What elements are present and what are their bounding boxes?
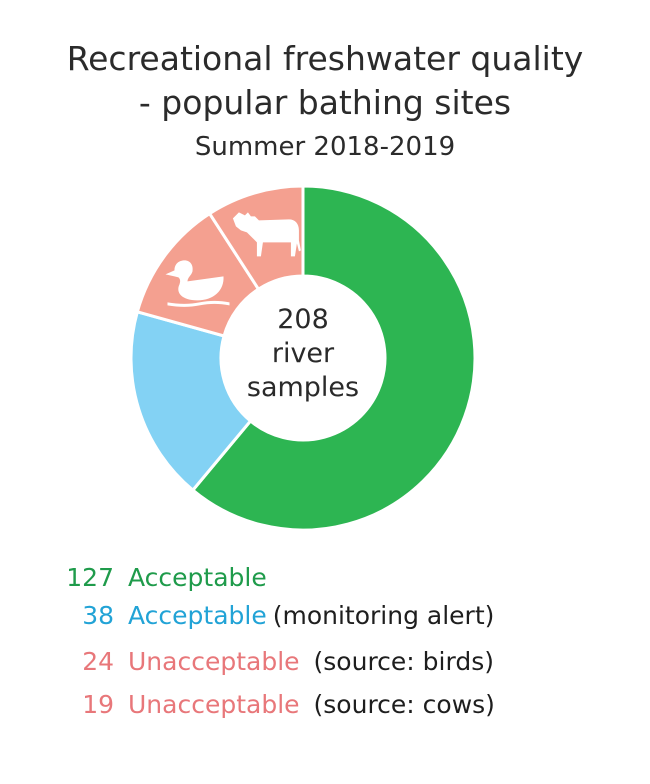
legend-label: Unacceptable [128,690,300,719]
legend-value: 19 [82,690,114,719]
chart-title-line-2: - popular bathing sites [138,83,512,122]
legend-label: Unacceptable [128,647,300,676]
legend-row: 38 Acceptable (monitoring alert) [0,598,494,634]
legend-value: 38 [82,601,114,630]
center-label-word-2: samples [247,372,359,403]
legend-row: 19 Unacceptable (source: cows) [0,687,495,723]
chart-subtitle: Summer 2018-2019 [194,132,456,162]
donut-slice [190,184,477,532]
legend-note: (source: cows) [313,690,495,719]
legend-label: Acceptable [128,563,267,592]
chart-title-line-1: Recreational freshwater quality [66,39,584,78]
center-label-word-1: river [272,338,335,369]
cow-icon [232,212,301,257]
legend-label: Acceptable [128,601,267,630]
legend-value: 127 [66,563,114,592]
legend-row: 24 Unacceptable (source: birds) [0,644,494,680]
center-label-count: 208 [277,304,329,335]
legend-note: (source: birds) [313,647,494,676]
duck-icon [165,260,230,307]
legend-note: (monitoring alert) [272,601,495,630]
legend-value: 24 [82,647,114,676]
donut-slice [129,309,253,493]
legend-row: 127 Acceptable [0,560,267,596]
